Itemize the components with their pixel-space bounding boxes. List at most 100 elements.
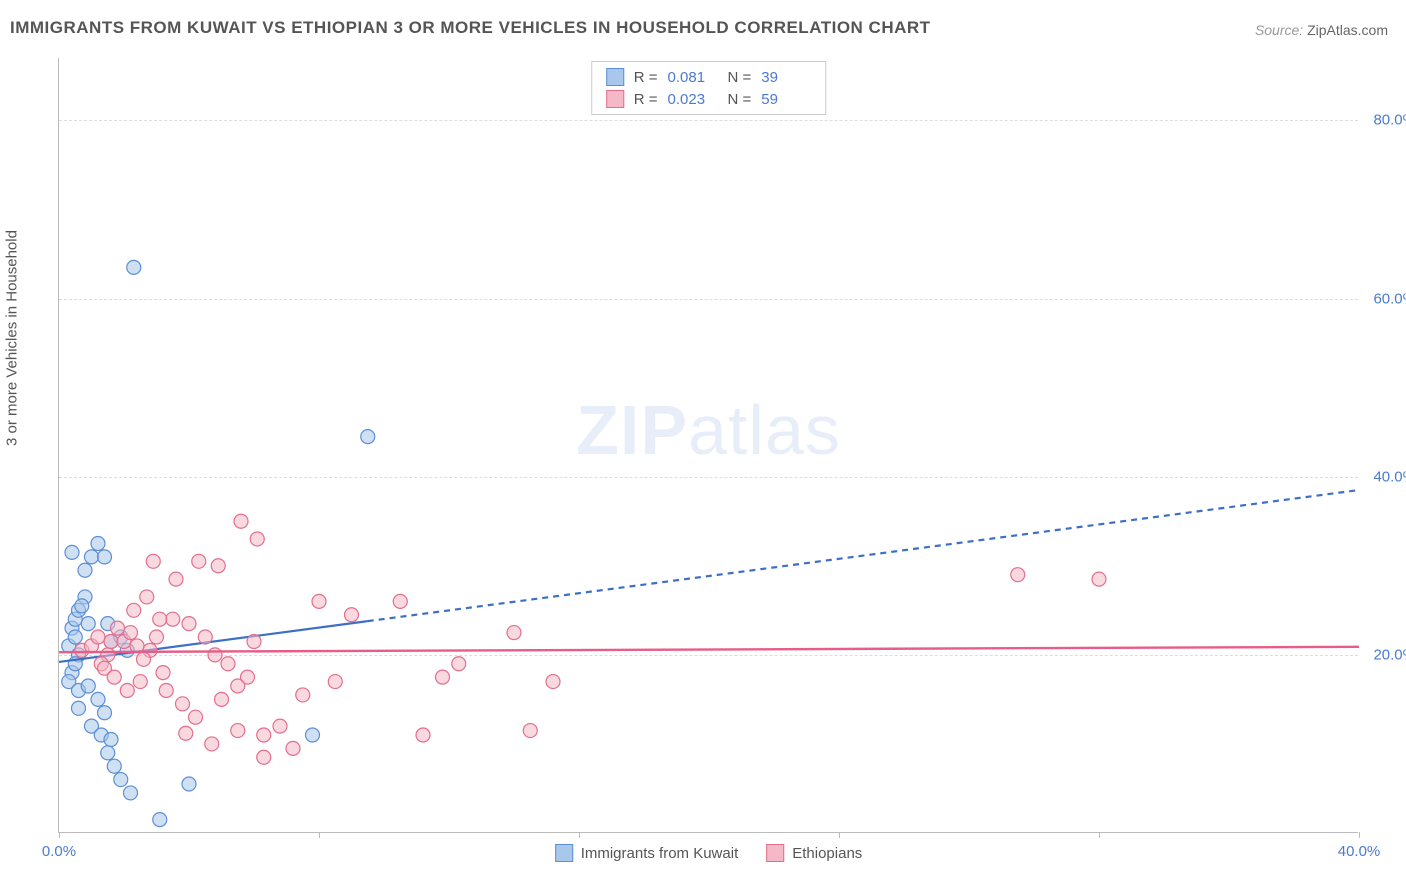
data-point xyxy=(124,786,138,800)
series-legend: Immigrants from Kuwait Ethiopians xyxy=(555,844,863,862)
data-point xyxy=(98,706,112,720)
r-value: 0.081 xyxy=(668,69,718,86)
data-point xyxy=(81,679,95,693)
data-point xyxy=(328,675,342,689)
legend-row-kuwait: R = 0.081 N = 39 xyxy=(600,66,818,88)
data-point xyxy=(124,626,138,640)
y-tick-label: 40.0% xyxy=(1366,468,1406,485)
swatch-kuwait xyxy=(606,68,624,86)
data-point xyxy=(150,630,164,644)
data-point xyxy=(247,634,261,648)
data-point xyxy=(546,675,560,689)
chart-title: IMMIGRANTS FROM KUWAIT VS ETHIOPIAN 3 OR… xyxy=(10,18,931,38)
data-point xyxy=(75,599,89,613)
data-point xyxy=(523,724,537,738)
data-point xyxy=(507,626,521,640)
data-point xyxy=(286,741,300,755)
data-point xyxy=(393,594,407,608)
data-point xyxy=(85,550,99,564)
data-point xyxy=(72,701,86,715)
data-point xyxy=(198,630,212,644)
y-tick-label: 60.0% xyxy=(1366,290,1406,307)
swatch-ethiopians xyxy=(606,90,624,108)
swatch-ethiopians xyxy=(766,844,784,862)
data-point xyxy=(98,550,112,564)
source-name: ZipAtlas.com xyxy=(1307,22,1388,38)
swatch-kuwait xyxy=(555,844,573,862)
correlation-legend: R = 0.081 N = 39 R = 0.023 N = 59 xyxy=(591,61,827,115)
data-point xyxy=(101,746,115,760)
data-point xyxy=(104,732,118,746)
x-tick xyxy=(579,832,580,838)
data-point xyxy=(120,683,134,697)
source-prefix: Source: xyxy=(1255,22,1303,38)
n-value: 59 xyxy=(761,91,811,108)
data-point xyxy=(273,719,287,733)
trend-line-dashed xyxy=(368,490,1359,621)
data-point xyxy=(159,683,173,697)
r-label: R = xyxy=(634,69,658,86)
y-axis-label: 3 or more Vehicles in Household xyxy=(4,230,21,446)
data-point xyxy=(166,612,180,626)
data-point xyxy=(296,688,310,702)
data-point xyxy=(257,728,271,742)
data-point xyxy=(114,773,128,787)
data-point xyxy=(182,777,196,791)
legend-item-ethiopians: Ethiopians xyxy=(766,844,862,862)
data-point xyxy=(345,608,359,622)
data-point xyxy=(65,545,79,559)
data-point xyxy=(137,652,151,666)
data-point xyxy=(221,657,235,671)
data-point xyxy=(169,572,183,586)
plot-area: ZIPatlas 20.0%40.0%60.0%80.0% R = 0.081 … xyxy=(58,58,1358,833)
data-point xyxy=(91,692,105,706)
data-point xyxy=(452,657,466,671)
data-point xyxy=(179,726,193,740)
x-tick-label: 40.0% xyxy=(1338,843,1381,860)
legend-label: Immigrants from Kuwait xyxy=(581,845,739,862)
data-point xyxy=(146,554,160,568)
data-point xyxy=(91,536,105,550)
data-point xyxy=(107,759,121,773)
source-credit: Source: ZipAtlas.com xyxy=(1255,22,1388,38)
data-point xyxy=(312,594,326,608)
data-point xyxy=(78,563,92,577)
data-point xyxy=(436,670,450,684)
data-point xyxy=(153,813,167,827)
data-point xyxy=(127,260,141,274)
data-point xyxy=(111,621,125,635)
n-label: N = xyxy=(728,69,752,86)
data-point xyxy=(156,666,170,680)
data-point xyxy=(192,554,206,568)
r-label: R = xyxy=(634,91,658,108)
scatter-chart xyxy=(59,58,1358,832)
data-point xyxy=(361,430,375,444)
data-point xyxy=(104,634,118,648)
data-point xyxy=(189,710,203,724)
legend-item-kuwait: Immigrants from Kuwait xyxy=(555,844,739,862)
data-point xyxy=(250,532,264,546)
data-point xyxy=(215,692,229,706)
data-point xyxy=(176,697,190,711)
x-tick xyxy=(1099,832,1100,838)
data-point xyxy=(91,630,105,644)
data-point xyxy=(68,630,82,644)
data-point xyxy=(234,514,248,528)
data-point xyxy=(211,559,225,573)
legend-label: Ethiopians xyxy=(792,845,862,862)
data-point xyxy=(182,617,196,631)
data-point xyxy=(231,679,245,693)
data-point xyxy=(81,617,95,631)
n-value: 39 xyxy=(761,69,811,86)
data-point xyxy=(208,648,222,662)
y-tick-label: 20.0% xyxy=(1366,646,1406,663)
data-point xyxy=(231,724,245,738)
data-point xyxy=(416,728,430,742)
x-tick-label: 0.0% xyxy=(42,843,76,860)
data-point xyxy=(127,603,141,617)
data-point xyxy=(1092,572,1106,586)
data-point xyxy=(1011,568,1025,582)
x-tick xyxy=(839,832,840,838)
data-point xyxy=(107,670,121,684)
data-point xyxy=(140,590,154,604)
